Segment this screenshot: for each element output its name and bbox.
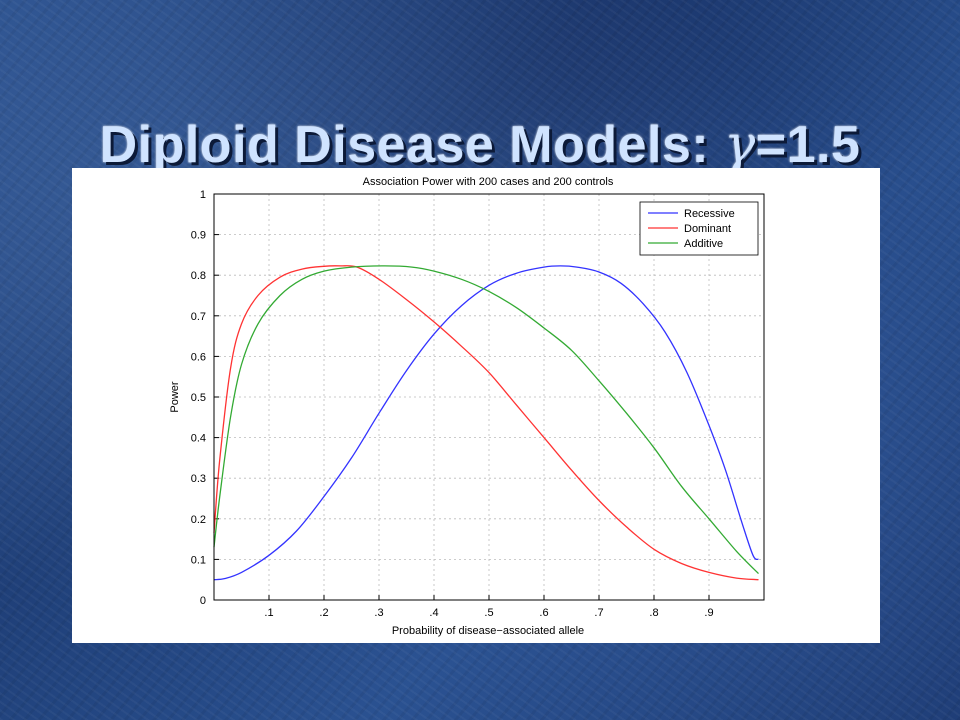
x-tick-label: .6 <box>539 607 548 619</box>
y-tick-label: 0.2 <box>191 514 206 526</box>
chart-title: Association Power with 200 cases and 200… <box>363 176 614 188</box>
x-tick-label: .3 <box>374 607 383 619</box>
x-tick-label: .8 <box>649 607 658 619</box>
slide-title: Diploid Disease Models: γ=1.5 <box>0 115 960 175</box>
y-tick-label: 0.3 <box>191 473 206 485</box>
y-tick-label: 0 <box>200 595 206 607</box>
legend-label-recessive: Recessive <box>684 208 735 220</box>
power-chart: Association Power with 200 cases and 200… <box>169 176 765 637</box>
y-tick-label: 0.9 <box>191 230 206 242</box>
x-tick-label: .9 <box>704 607 713 619</box>
x-tick-label: .2 <box>319 607 328 619</box>
y-tick-label: 0.7 <box>191 311 206 323</box>
y-tick-label: 0.8 <box>191 270 206 282</box>
series-lines <box>213 265 759 581</box>
x-tick-label: .7 <box>594 607 603 619</box>
slide-title-symbol: γ <box>724 114 756 175</box>
y-tick-label: 0.6 <box>191 351 206 363</box>
slide-title-prefix: Diploid Disease Models: <box>99 115 725 174</box>
slide-title-suffix: =1.5 <box>755 115 861 174</box>
axes-frame <box>213 193 765 601</box>
axis-ticks: .1 .2 .3 .4 .5 .6 .7 .8 .9 0 0.1 0.2 0.3 0.4 0.5 0.6 0.7… <box>191 189 714 619</box>
chart-legend: Recessive Dominant Additive <box>639 201 759 256</box>
y-tick-label: 0.4 <box>191 433 206 445</box>
y-tick-label: 1 <box>200 189 206 201</box>
x-axis-label: Probability of disease−associated allele <box>392 625 584 637</box>
x-tick-label: .4 <box>429 607 438 619</box>
y-tick-label: 0.5 <box>191 392 206 404</box>
series-line-dominant <box>213 265 759 581</box>
y-axis-label: Power <box>169 381 181 413</box>
legend-label-dominant: Dominant <box>684 223 731 235</box>
series-line-recessive <box>213 265 759 581</box>
x-tick-label: .1 <box>264 607 273 619</box>
chart-panel: Association Power with 200 cases and 200… <box>72 168 880 643</box>
x-tick-label: .5 <box>484 607 493 619</box>
grid-lines <box>214 194 764 600</box>
y-tick-label: 0.1 <box>191 554 206 566</box>
legend-label-additive: Additive <box>684 238 723 250</box>
series-line-additive <box>213 265 759 575</box>
